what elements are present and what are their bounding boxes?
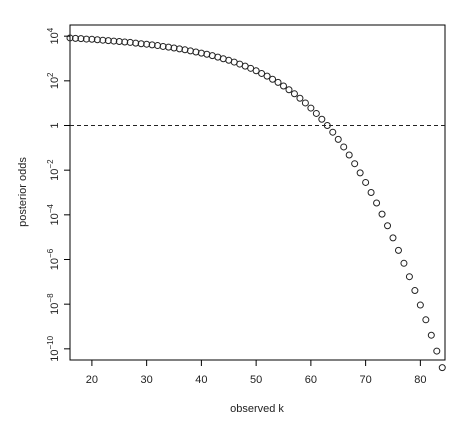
data-point <box>290 90 298 98</box>
data-point <box>88 35 96 43</box>
data-point <box>263 72 271 80</box>
data-point <box>323 122 331 129</box>
plot-frame <box>69 24 446 361</box>
data-point <box>285 86 293 94</box>
data-point <box>411 287 419 295</box>
x-tick-label: 70 <box>359 374 371 386</box>
data-point <box>197 49 205 57</box>
y-axis: 104 102 1 10−2 10−4 10−6 10−8 10−10 <box>46 27 70 362</box>
data-point <box>280 82 287 90</box>
y-axis-title: posterior odds <box>17 157 29 227</box>
data-point <box>351 160 359 168</box>
data-point <box>389 234 397 242</box>
y-tick-label: 10−6 <box>46 248 61 270</box>
data-point <box>274 78 282 86</box>
data-point <box>362 178 370 186</box>
data-points <box>66 34 446 372</box>
data-point <box>400 259 408 267</box>
data-point <box>334 135 342 143</box>
data-point <box>378 210 386 218</box>
data-point <box>269 75 277 83</box>
data-point <box>192 48 200 56</box>
data-point <box>427 331 435 339</box>
data-point <box>186 47 194 55</box>
data-point <box>137 40 145 48</box>
data-point <box>405 273 413 281</box>
data-point <box>82 35 90 43</box>
x-tick-label: 80 <box>414 374 426 386</box>
x-tick-label: 30 <box>141 374 153 386</box>
y-tick-label: 10−10 <box>46 335 61 361</box>
data-point <box>99 36 107 44</box>
data-point <box>258 69 266 77</box>
data-point <box>312 109 320 117</box>
data-point <box>340 143 348 151</box>
data-point <box>373 199 381 207</box>
y-tick-label: 1 <box>49 122 61 128</box>
y-tick-label: 102 <box>46 72 61 89</box>
data-point <box>66 34 74 42</box>
x-axis-title: observed k <box>230 403 284 415</box>
x-tick-label: 20 <box>86 374 98 386</box>
data-point <box>252 67 260 75</box>
y-tick-label: 10−4 <box>46 204 61 226</box>
data-point <box>422 316 430 324</box>
x-axis: 20 30 40 50 60 70 80 <box>86 360 426 386</box>
data-point <box>296 94 304 102</box>
data-point <box>329 128 337 136</box>
data-point <box>307 104 315 112</box>
x-tick-label: 60 <box>305 374 317 386</box>
data-point <box>433 347 441 355</box>
data-point <box>110 37 118 45</box>
data-point <box>71 34 79 42</box>
y-tick-label: 104 <box>46 27 61 44</box>
data-point <box>77 35 85 43</box>
data-point <box>394 246 402 254</box>
x-tick-label: 40 <box>195 374 207 386</box>
data-point <box>318 115 326 123</box>
data-point <box>416 301 424 309</box>
y-tick-label: 10−8 <box>46 293 61 315</box>
data-point <box>356 169 364 177</box>
data-point <box>438 364 446 372</box>
y-tick-label: 10−2 <box>46 159 61 181</box>
data-point <box>115 38 123 46</box>
data-point <box>345 151 353 159</box>
x-tick-label: 50 <box>250 374 262 386</box>
data-point <box>367 189 375 196</box>
data-point <box>384 222 392 230</box>
data-point <box>301 99 309 107</box>
